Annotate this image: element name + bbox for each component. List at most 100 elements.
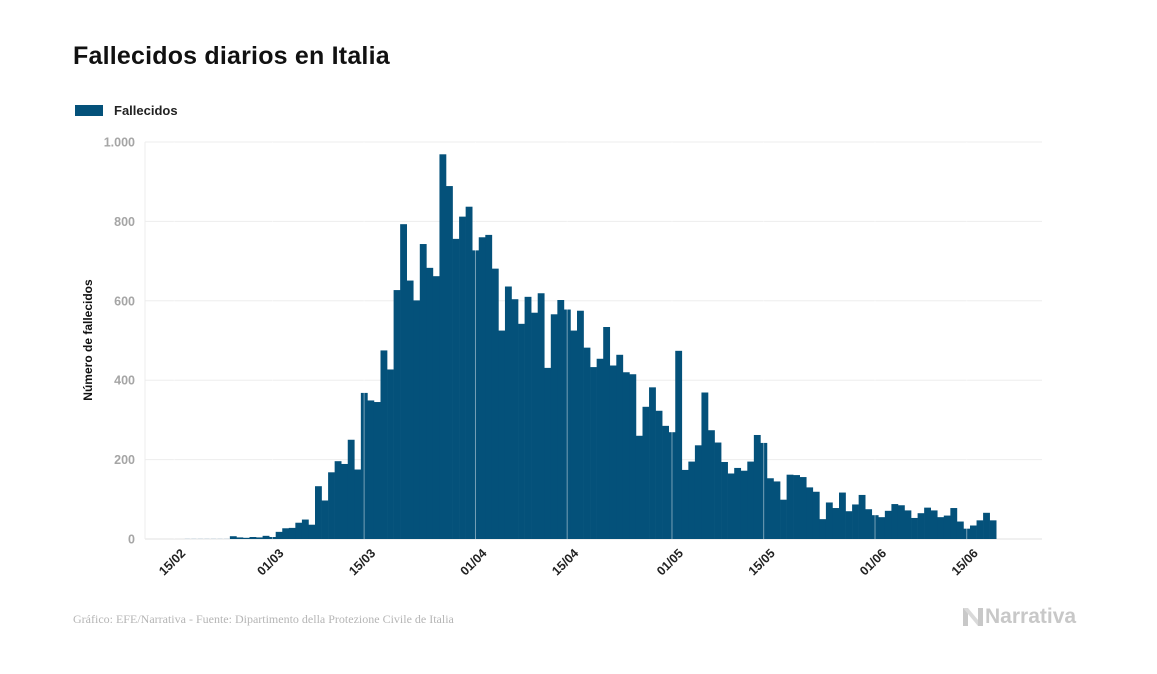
bar <box>373 402 381 539</box>
bar <box>236 537 244 539</box>
bar <box>891 504 899 539</box>
bar <box>308 524 316 539</box>
bar <box>635 435 643 539</box>
bar <box>269 537 276 539</box>
bar <box>897 505 905 539</box>
bar <box>753 434 761 539</box>
bar <box>544 367 552 539</box>
y-tick-label: 0 <box>128 533 135 547</box>
bar <box>668 432 676 539</box>
bar <box>354 469 362 539</box>
bar <box>224 538 230 540</box>
bar <box>786 474 794 539</box>
y-tick-label: 200 <box>114 453 135 467</box>
bar <box>917 513 925 539</box>
bar <box>976 520 984 539</box>
bar <box>845 511 853 539</box>
bar <box>282 528 290 539</box>
bar <box>491 268 499 539</box>
bar <box>570 330 578 539</box>
narrativa-n-icon <box>963 608 983 626</box>
bar <box>819 519 827 539</box>
bar <box>387 369 394 539</box>
x-tick-label: 01/05 <box>654 546 686 578</box>
bar <box>197 538 203 540</box>
y-axis-label: Número de fallecidos <box>81 279 95 401</box>
bar <box>537 293 545 539</box>
bar <box>747 461 755 539</box>
legend: Fallecidos <box>75 103 178 118</box>
bar <box>721 461 728 539</box>
bar <box>989 520 997 539</box>
bar <box>793 475 800 539</box>
bar <box>242 537 250 539</box>
bar <box>943 515 951 539</box>
bar <box>832 508 840 539</box>
legend-label: Fallecidos <box>114 103 178 118</box>
x-tick-label: 01/06 <box>857 546 889 578</box>
bar <box>334 461 342 539</box>
bar <box>321 500 329 539</box>
bar <box>577 310 584 539</box>
bar <box>937 517 945 539</box>
bar <box>734 467 742 539</box>
x-tick-label: 15/04 <box>549 546 581 578</box>
y-tick-label: 800 <box>114 215 135 229</box>
bar <box>858 494 866 539</box>
bar <box>884 510 892 539</box>
bar <box>184 538 190 540</box>
bar <box>701 392 709 539</box>
bar <box>531 312 538 539</box>
bar <box>956 521 964 539</box>
bars <box>184 154 997 540</box>
bar <box>930 510 938 539</box>
bar <box>970 525 977 539</box>
bar <box>583 347 591 539</box>
narrativa-logo: Narrativa <box>963 605 1076 629</box>
bar <box>983 512 990 539</box>
bar <box>865 509 873 539</box>
bar <box>609 365 617 539</box>
bar <box>432 276 440 539</box>
bar <box>629 374 637 539</box>
bar <box>504 286 512 539</box>
bar <box>924 507 931 539</box>
bar <box>256 537 263 539</box>
bar <box>839 492 846 539</box>
bar <box>452 238 460 540</box>
bar <box>295 522 303 539</box>
bar <box>904 510 912 539</box>
bar <box>472 250 480 540</box>
bar <box>511 299 519 539</box>
bar <box>662 425 669 539</box>
bar <box>806 487 814 539</box>
bar <box>367 400 375 539</box>
logo-text: Narrativa <box>985 605 1077 628</box>
bar <box>485 234 493 539</box>
bar <box>413 300 421 539</box>
bar <box>655 410 663 539</box>
bar <box>328 472 335 539</box>
bar <box>740 470 748 539</box>
bar <box>360 392 368 539</box>
y-tick-label: 1.000 <box>104 136 135 150</box>
bar <box>347 439 355 539</box>
bar <box>871 515 879 539</box>
bar <box>681 469 689 539</box>
bar <box>217 538 223 540</box>
bar <box>878 517 886 539</box>
legend-swatch <box>75 105 103 116</box>
bar <box>518 323 525 539</box>
bar <box>446 186 453 539</box>
source-credit: Gráfico: EFE/Narrativa - Fuente: Diparti… <box>73 612 454 626</box>
bar <box>341 463 349 539</box>
bar <box>426 267 434 539</box>
bar <box>766 478 774 539</box>
bar <box>780 499 787 539</box>
bar <box>275 531 283 539</box>
y-tick-label: 400 <box>114 374 135 388</box>
bar <box>204 538 210 540</box>
bar <box>675 350 683 539</box>
bar <box>622 372 630 539</box>
